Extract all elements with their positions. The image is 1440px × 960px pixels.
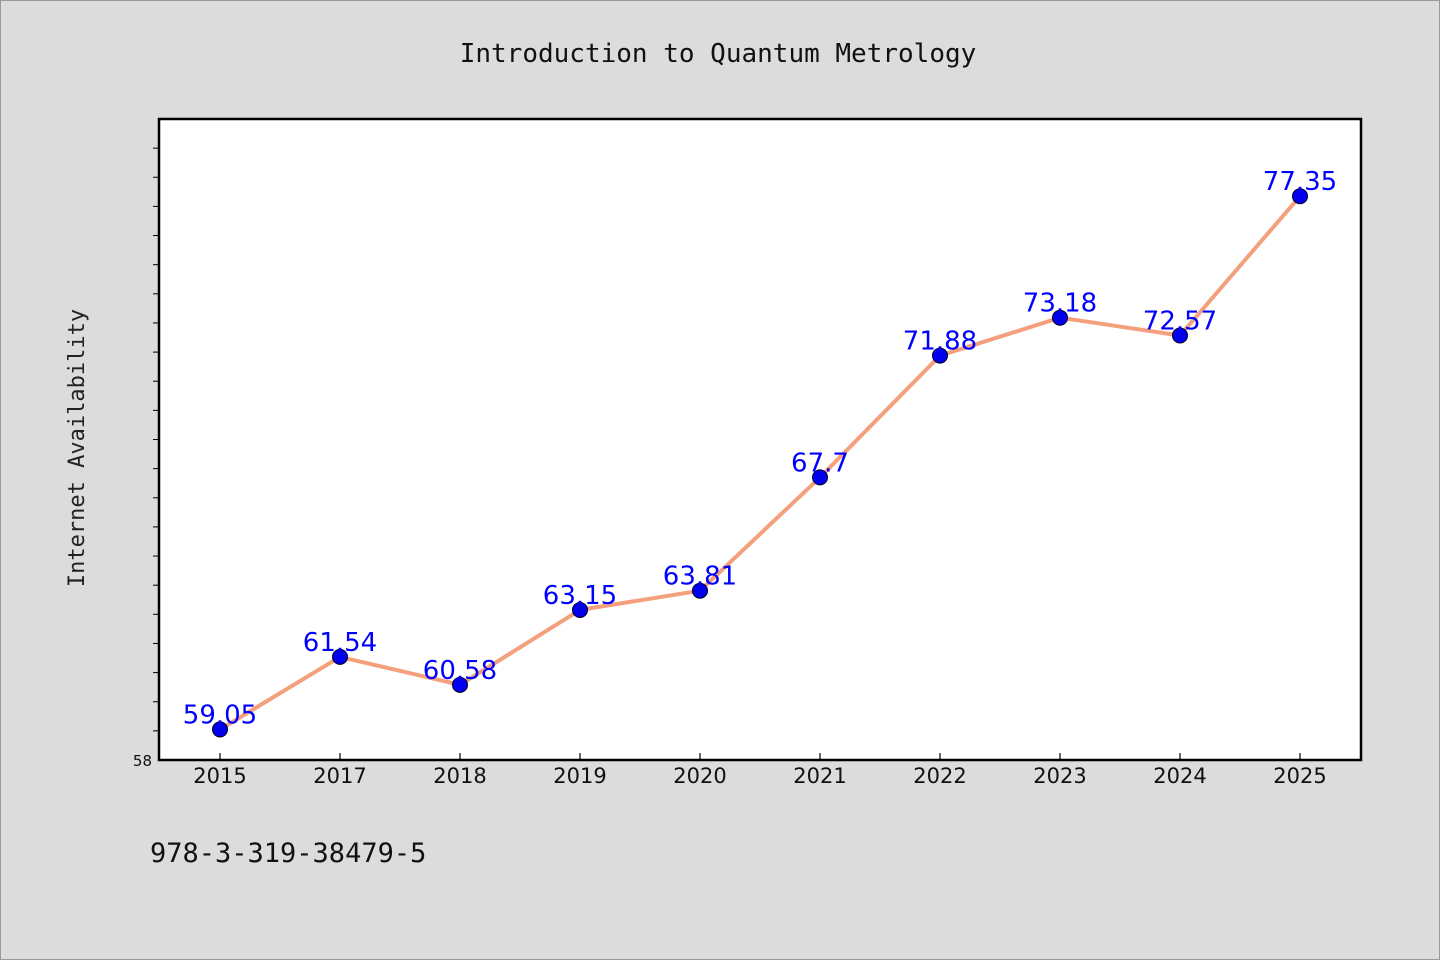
data-label-2023: 73.18	[1023, 289, 1097, 319]
x-tick-label-2020: 2020	[673, 764, 726, 788]
x-tick-label-2017: 2017	[313, 764, 366, 788]
data-label-2025: 77.35	[1263, 167, 1337, 197]
series-line	[218, 194, 1302, 732]
data-label-2017: 61.54	[303, 628, 377, 658]
x-tick-label-2018: 2018	[433, 764, 486, 788]
x-tick-label-2023: 2023	[1033, 764, 1086, 788]
x-tick-label-2015: 2015	[193, 764, 246, 788]
data-point-2015	[212, 721, 228, 738]
x-tick-label-2021: 2021	[793, 764, 846, 788]
data-markers	[212, 188, 1308, 738]
data-label-2024: 72.57	[1143, 306, 1217, 336]
data-labels: 59.05 61.54 60.58 63.15 63.81 67.7 71.88 73.18 7…	[183, 167, 1337, 730]
x-axis: 2015 2017 2018 2019 2020 2021 2022 2023 2024 2025	[193, 753, 1327, 788]
data-point-2020	[692, 582, 708, 599]
data-label-2020: 63.81	[663, 562, 737, 592]
isbn-footer: 978-3-319-38479-5	[150, 838, 426, 869]
data-point-2021	[812, 469, 828, 486]
data-point-2024	[1172, 327, 1188, 344]
x-tick-label-2022: 2022	[913, 764, 966, 788]
data-point-2018	[452, 676, 468, 693]
plot-area	[157, 117, 1363, 762]
y-axis-ticks	[153, 147, 159, 732]
data-label-2018: 60.58	[423, 656, 497, 686]
chart-title: Introduction to Quantum Metrology	[460, 39, 977, 69]
y-tick-label-min: 58	[133, 752, 152, 770]
x-tick-label-2024: 2024	[1153, 764, 1206, 788]
data-point-2017	[332, 648, 348, 665]
x-tick-label-2025: 2025	[1273, 764, 1326, 788]
y-axis-label: Internet Availability	[65, 309, 90, 587]
data-point-2025	[1292, 188, 1308, 205]
data-point-2022	[932, 347, 948, 364]
x-tick-label-2019: 2019	[553, 764, 606, 788]
data-label-2015: 59.05	[183, 700, 257, 730]
data-label-2022: 71.88	[903, 327, 977, 357]
data-label-2021: 67.7	[791, 448, 849, 478]
data-point-2023	[1052, 309, 1068, 326]
data-point-2019	[572, 601, 588, 618]
data-label-2019: 63.15	[543, 581, 617, 611]
